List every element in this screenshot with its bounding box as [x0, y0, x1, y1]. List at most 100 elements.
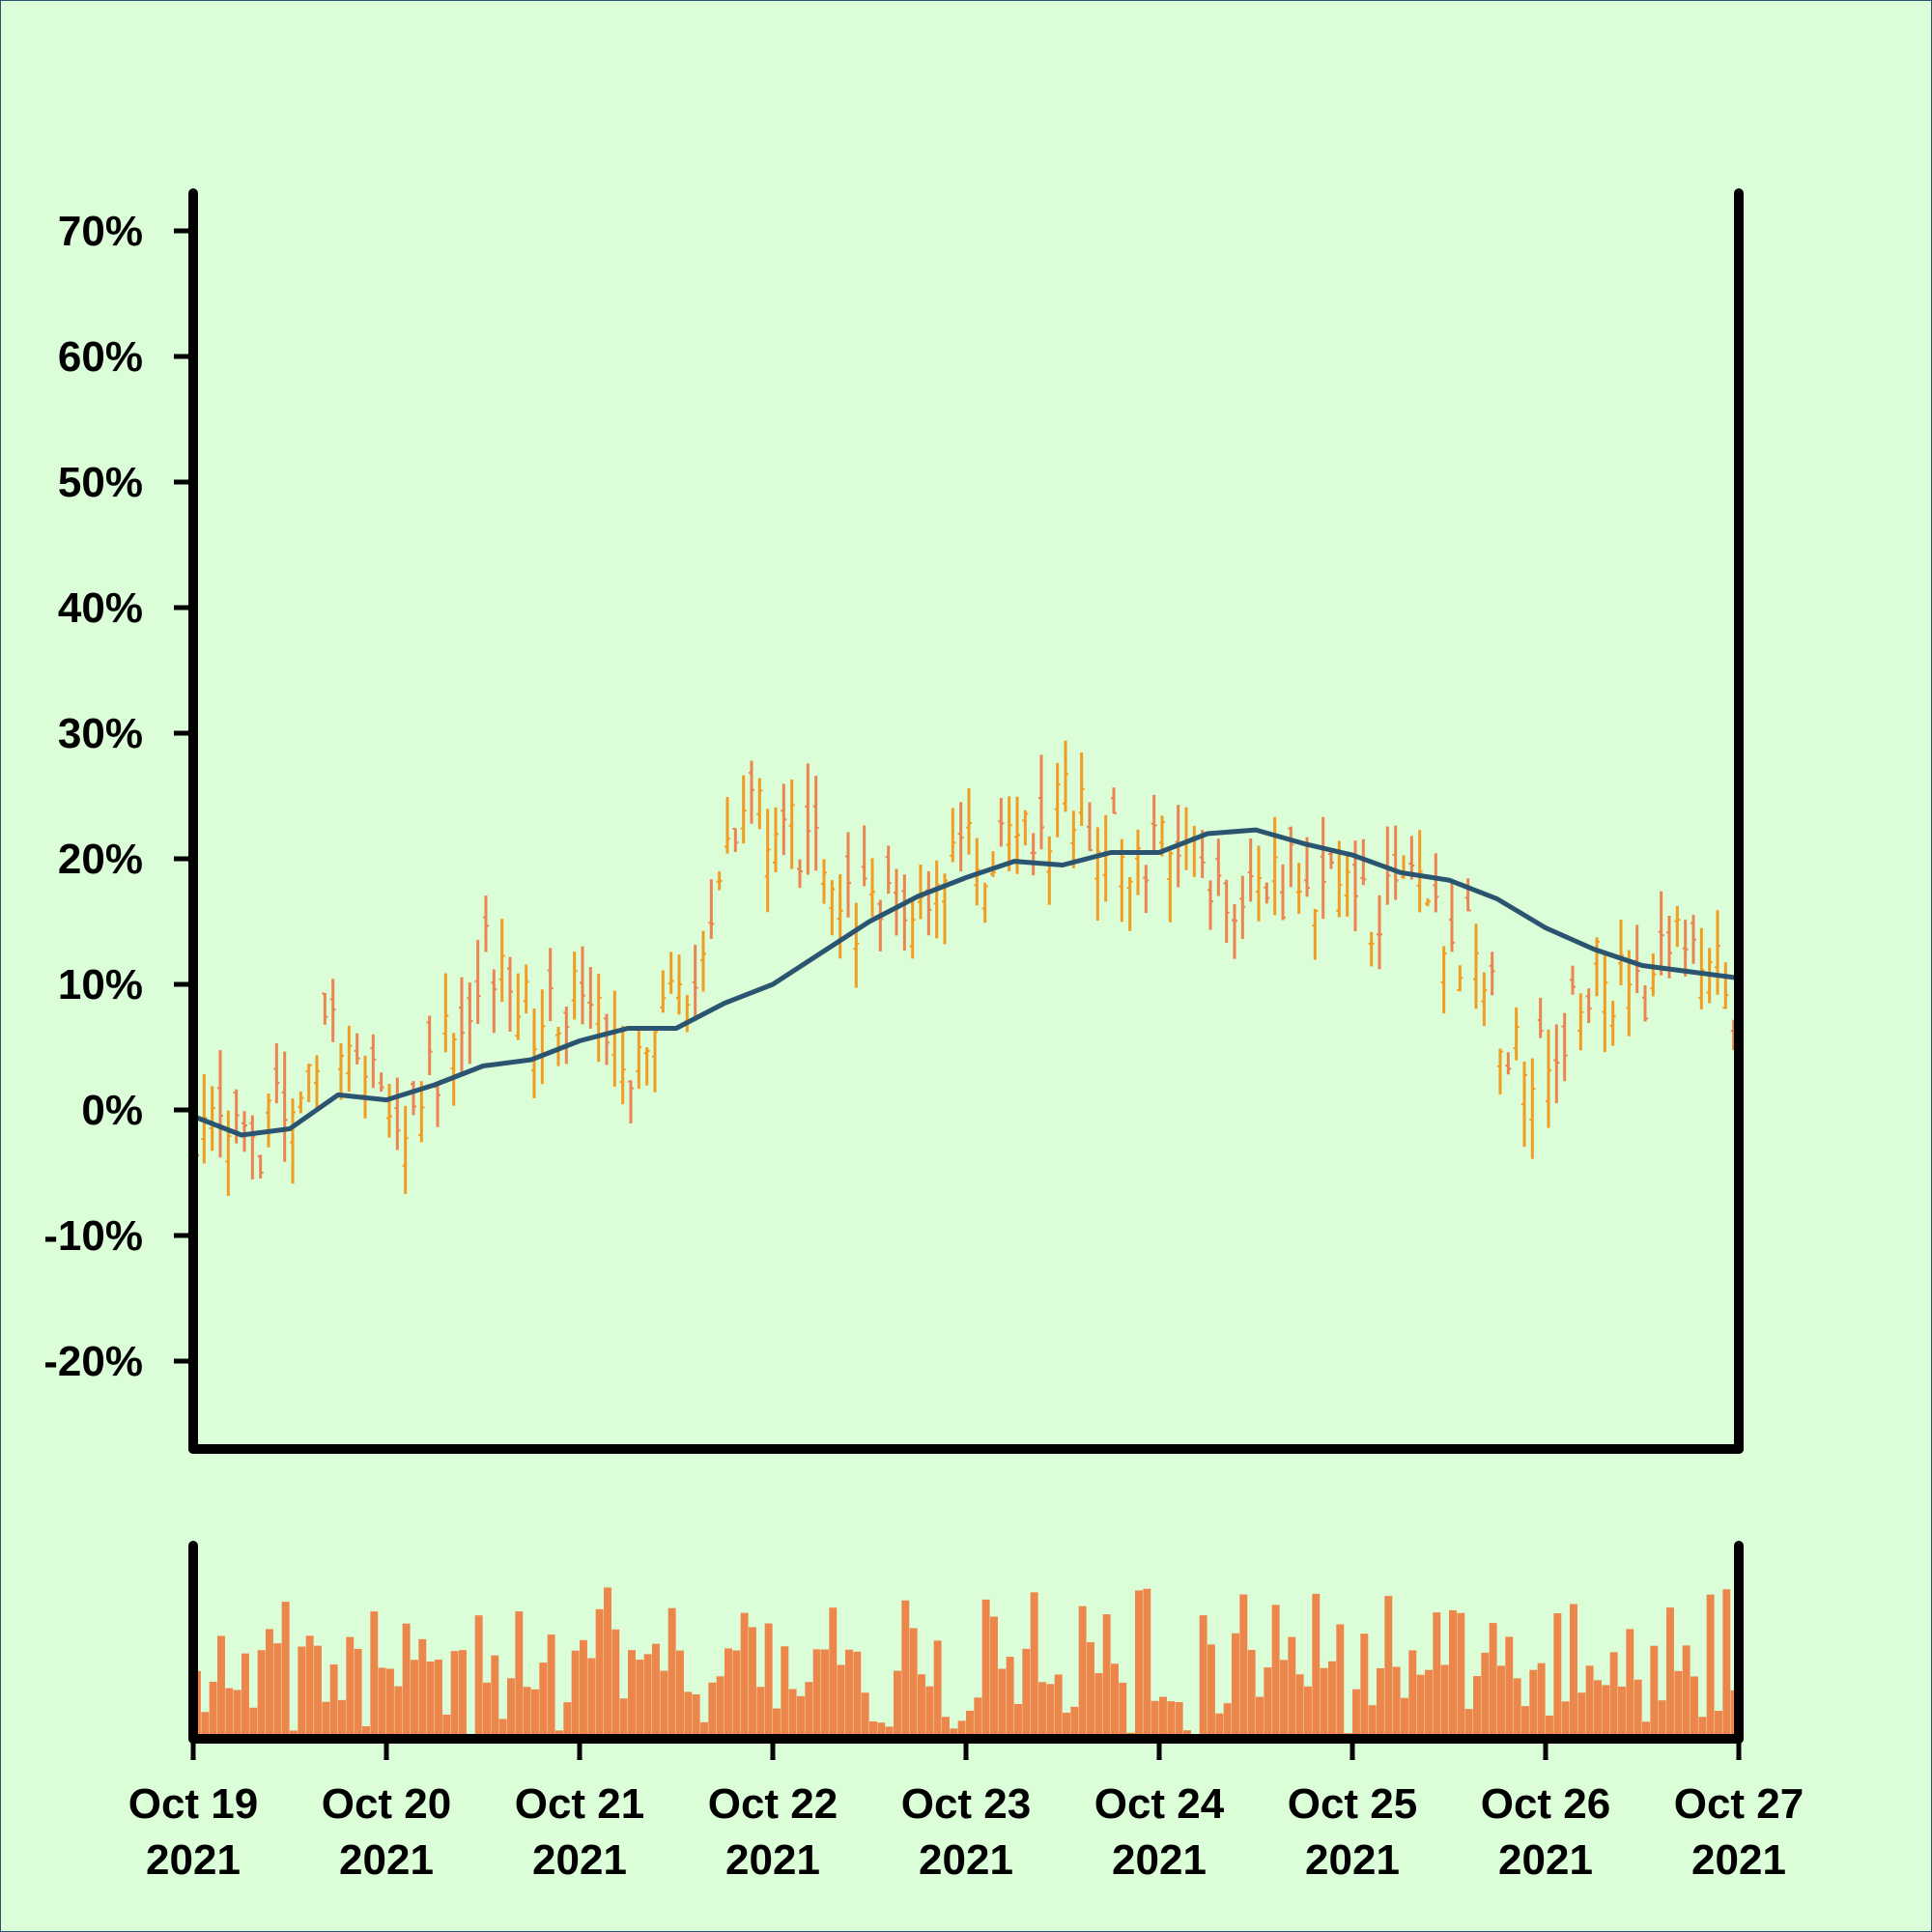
volume-bar: [1570, 1604, 1577, 1739]
volume-bar: [515, 1611, 524, 1739]
volume-bar: [1232, 1633, 1239, 1739]
ohlc-bar: [1135, 829, 1141, 895]
volume-bar: [1264, 1667, 1272, 1739]
ohlc-bar: [756, 778, 763, 830]
volume-bar: [628, 1650, 636, 1739]
price-panel: 70% 60% 50% 40% 30% 20% 10% 0% -10% -20%: [43, 188, 1744, 1454]
x-axis: Oct 19 2021 Oct 20 2021 Oct 21 2021 Oct 22 2021…: [128, 1739, 1804, 1884]
ohlc-bar: [1344, 853, 1350, 917]
ohlc-bar: [604, 1013, 610, 1065]
ohlc-bar: [1626, 950, 1633, 1037]
ohlc-bar: [1167, 851, 1174, 923]
volume-bar: [845, 1649, 853, 1739]
volume-bar: [957, 1720, 966, 1739]
volume-bar: [1690, 1676, 1698, 1739]
ohlc-bar: [217, 1050, 223, 1158]
volume-bar: [861, 1692, 869, 1739]
volume-bar: [1167, 1701, 1176, 1739]
volume-bar: [829, 1607, 838, 1739]
x-tick-label: Oct 20 2021: [322, 1780, 452, 1884]
ohlc-bar: [1505, 1052, 1512, 1075]
ohlc-bar: [724, 796, 730, 854]
ohlc-bar: [885, 845, 892, 895]
ohlc-bar: [957, 802, 964, 872]
ohlc-bar: [1368, 931, 1375, 967]
ohlc-bar: [998, 797, 1005, 847]
ohlc-bar: [1063, 740, 1068, 812]
volume-bar: [474, 1615, 483, 1739]
ohlc-bar: [1239, 875, 1246, 940]
ohlc-bar: [322, 992, 328, 1025]
volume-bar: [837, 1664, 845, 1739]
ohlc-bar: [507, 956, 513, 1033]
moving-average-line: [190, 827, 1742, 1138]
ohlc-bar: [1594, 937, 1600, 997]
ohlc-bar: [1126, 876, 1133, 931]
ohlc-bar: [442, 973, 449, 1053]
volume-bar: [322, 1701, 330, 1739]
ohlc-bar: [523, 964, 529, 1014]
volume-bar: [805, 1682, 813, 1739]
ohlc-bar: [1264, 882, 1270, 904]
volume-bar: [201, 1712, 210, 1739]
volume-bar: [1481, 1652, 1490, 1739]
y-tick-label: 40%: [58, 584, 143, 632]
volume-bar: [981, 1599, 990, 1739]
y-axis: 70% 60% 50% 40% 30% 20% 10% 0% -10% -20%: [43, 208, 193, 1385]
x-tick-label: Oct 23 2021: [901, 1780, 1032, 1884]
ohlc-bar: [1038, 754, 1044, 850]
volume-bar: [249, 1707, 258, 1739]
ohlc-bar: [450, 1033, 457, 1106]
ohlc-bar: [668, 952, 674, 994]
ohlc-bar: [1561, 1012, 1568, 1082]
ohlc-bar: [587, 967, 594, 1029]
volume-bar: [1401, 1697, 1408, 1739]
volume-bar: [1352, 1689, 1360, 1739]
volume-bar: [1336, 1624, 1345, 1739]
ohlc-bar: [1208, 880, 1213, 930]
ohlc-bar: [329, 979, 336, 1042]
volume-bar: [684, 1691, 693, 1739]
ohlc-bar: [338, 1042, 344, 1100]
volume-bar: [1271, 1605, 1280, 1739]
volume-bar: [636, 1660, 644, 1739]
ohlc-bar: [257, 1154, 264, 1179]
volume-bar: [611, 1629, 620, 1739]
y-tick-label: 0%: [81, 1087, 143, 1134]
volume-bar: [329, 1664, 338, 1739]
volume-bar: [1464, 1709, 1473, 1739]
ohlc-bar: [474, 940, 481, 1024]
ohlc-bar: [531, 1009, 537, 1098]
ohlc-bar: [990, 851, 996, 877]
ohlc-bar: [877, 899, 884, 952]
ohlc-bar: [1529, 1058, 1536, 1159]
volume-bar: [1208, 1644, 1215, 1739]
volume-bar: [209, 1681, 217, 1739]
volume-bar: [402, 1623, 411, 1739]
ohlc-bar: [619, 1025, 626, 1105]
volume-bar: [1006, 1657, 1014, 1739]
ohlc-bar: [411, 1081, 416, 1116]
volume-bar: [491, 1655, 499, 1739]
volume-bar: [386, 1668, 394, 1739]
volume-bar: [1295, 1674, 1304, 1739]
ohlc-bar: [491, 969, 497, 1034]
volume-bar: [1706, 1594, 1715, 1739]
ohlc-bar: [950, 808, 956, 863]
volume-bar: [450, 1651, 459, 1739]
volume-bar: [925, 1686, 934, 1739]
volume-bar: [595, 1608, 604, 1739]
volume-bar: [797, 1695, 805, 1739]
ohlc-bar: [1433, 853, 1439, 913]
ohlc-bar: [1497, 1048, 1503, 1094]
volume-bar: [1280, 1660, 1288, 1739]
ohlc-bar: [966, 788, 972, 855]
ohlc-bar: [1416, 830, 1423, 913]
ohlc-bar: [636, 1030, 642, 1090]
volume-bar: [716, 1676, 724, 1739]
volume-bar: [1038, 1682, 1046, 1739]
ohlc-bar: [1650, 952, 1657, 997]
x-tick-label: Oct 25 2021: [1288, 1780, 1418, 1884]
y-tick-label: 70%: [58, 208, 143, 255]
volume-bar: [1626, 1629, 1634, 1739]
